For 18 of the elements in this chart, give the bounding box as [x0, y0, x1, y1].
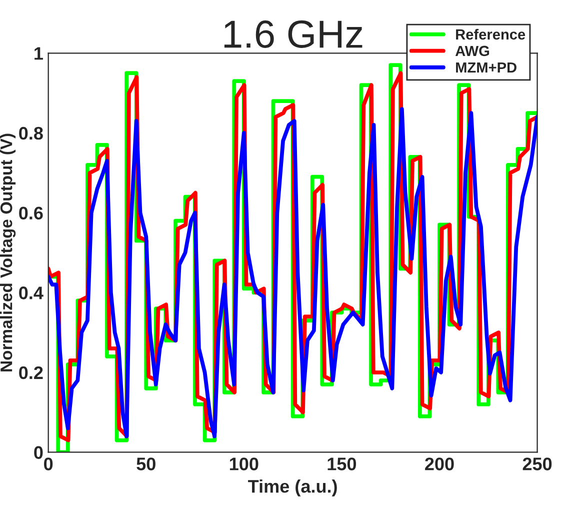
y-tick-label: 0	[34, 446, 43, 459]
x-tick-label: 150	[328, 458, 356, 470]
x-tick-label: 50	[136, 458, 156, 470]
x-tick-label: 250	[522, 458, 552, 470]
y-tick-label: 1	[34, 47, 43, 60]
x-tick-label: 100	[230, 458, 258, 470]
y-tick-label: 0.4	[19, 286, 44, 300]
legend-label: AWG	[455, 46, 490, 56]
chart-title: 1.6 GHz	[224, 20, 362, 48]
y-tick-label: 0.2	[19, 366, 43, 380]
y-tick-label: 0.6	[19, 206, 43, 220]
x-tick-label: 200	[425, 458, 454, 470]
legend-label: MZM+PD	[456, 62, 516, 72]
x-tick-label: 0	[44, 458, 53, 470]
legend-label: Reference	[456, 28, 526, 40]
y-tick-label: 0.8	[19, 126, 43, 140]
x-axis-title: Time (a.u.)	[248, 479, 337, 496]
y-axis-title: Normalized Voltage Output (V)	[0, 134, 16, 372]
